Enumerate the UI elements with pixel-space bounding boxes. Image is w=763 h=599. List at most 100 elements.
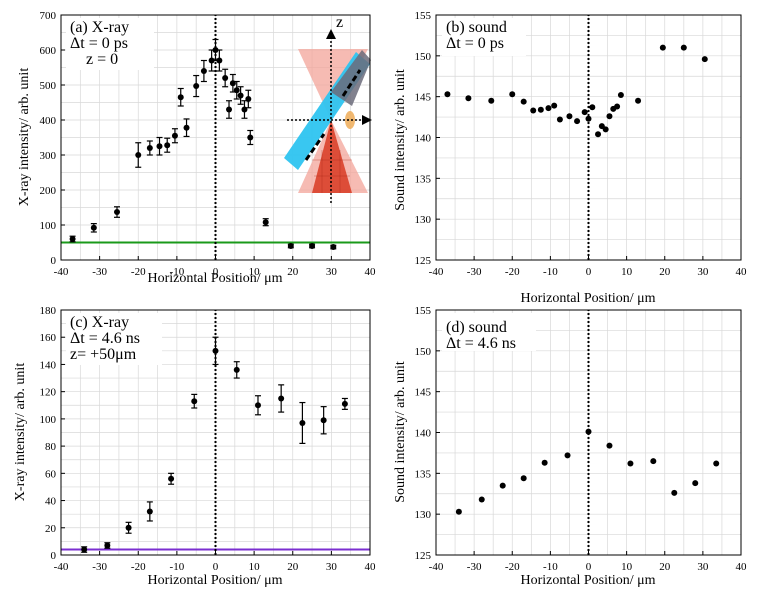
y-tick-label: 100 [40,414,57,426]
data-point [574,118,581,125]
data-point [692,480,699,487]
data-point [237,92,244,99]
data-point [566,113,573,120]
panel-b-label-line2: Δt = 0 ps [446,35,504,52]
panel-c-xlabel: Horizontal Position/ μm [147,573,282,588]
data-point [650,458,657,465]
y-tick-label: 300 [40,150,57,162]
data-point [635,97,642,104]
data-point [330,244,337,251]
x-tick-label: 20 [659,266,671,278]
x-tick-label: 10 [621,561,633,573]
inset-z-label: z [336,14,343,31]
x-tick-label: 40 [365,266,377,278]
data-point [701,56,708,63]
x-tick-label: -30 [92,266,107,278]
y-tick-label: 150 [415,51,432,63]
x-tick-label: 20 [287,266,299,278]
x-tick-label: -40 [429,266,444,278]
data-point [278,395,285,402]
data-point [627,460,634,467]
data-point [226,106,233,113]
inset-x-arrow-icon [362,115,372,125]
data-point [671,489,678,496]
data-point [216,57,223,64]
data-point [509,91,516,98]
x-tick-label: -20 [131,561,146,573]
y-tick-label: 155 [415,305,432,317]
y-tick-label: 125 [415,550,432,562]
data-point [247,134,254,141]
panel-d-label-line1: (d) sound [446,319,507,336]
x-tick-label: -20 [505,561,520,573]
data-point [191,398,198,405]
data-point [287,243,294,249]
data-point [233,366,240,373]
y-tick-label: 145 [415,92,432,104]
inset-z-arrow-icon [326,29,336,39]
data-point [564,452,571,459]
data-point [617,92,624,99]
panel-a-label-bg [66,18,154,70]
panel-a-xlabel: Horizontal Position/ μm [147,271,282,286]
inset-gray-beam [331,50,371,106]
data-point [208,57,215,64]
panel-a-label-line1: (a) X-ray [70,19,129,36]
y-tick-label: 135 [415,173,432,185]
x-tick-label: -40 [54,266,69,278]
y-tick-label: 130 [415,509,432,521]
panel-a: z -40 -30 -20 -10 0 10 20 30 4001002003004005006… [17,10,376,286]
data-point [585,428,592,435]
data-point [680,44,687,51]
panel-c-label-line1: (c) X-ray [70,314,129,331]
data-point [309,243,316,249]
x-tick-label: 40 [365,561,377,573]
x-tick-label: -20 [131,266,146,278]
panel-a-ylabel: X-ray intensity/ arb. unit [17,68,32,207]
data-point [254,402,261,409]
data-point [444,91,451,98]
panel-b-xlabel: Horizontal Position/ μm [520,291,655,306]
data-point [341,400,348,407]
data-point [320,417,327,424]
y-tick-label: 125 [415,255,432,267]
data-point [478,496,485,503]
data-point [556,116,563,123]
x-tick-label: 30 [326,266,338,278]
data-point [171,132,178,139]
data-point [520,475,527,482]
data-point [606,442,613,449]
panel-c-label-line3: z= +50μm [70,346,137,363]
data-point [465,95,472,102]
y-tick-label: 120 [40,387,57,399]
inset-dashed-line-upper [341,69,362,97]
y-tick-label: 135 [415,468,432,480]
data-point [222,75,229,81]
data-point [156,143,163,150]
y-tick-label: 400 [40,115,57,127]
y-tick-label: 0 [51,550,57,562]
x-tick-label: -10 [543,561,558,573]
data-point [164,142,171,149]
x-tick-label: -30 [92,561,107,573]
y-tick-label: 160 [40,332,57,344]
data-point [200,68,207,74]
data-point [245,96,252,102]
inset-orange-spot [345,111,355,129]
data-point [488,97,495,104]
data-point [455,508,462,515]
data-point [125,524,132,531]
x-tick-label: -20 [505,266,520,278]
y-tick-label: 140 [415,133,432,145]
data-point [81,546,88,553]
panel-c-label-bg [66,313,162,365]
x-tick-label: 0 [213,561,219,573]
x-tick-label: 10 [249,561,261,573]
panel-a-label-line3: z = 0 [86,51,118,68]
x-tick-label: 10 [249,266,261,278]
x-tick-label: -40 [54,561,69,573]
panel-d-label-bg [442,313,536,351]
panel-b-ylabel: Sound intensity/ arb. unit [393,69,408,211]
x-tick-label: 20 [659,561,671,573]
